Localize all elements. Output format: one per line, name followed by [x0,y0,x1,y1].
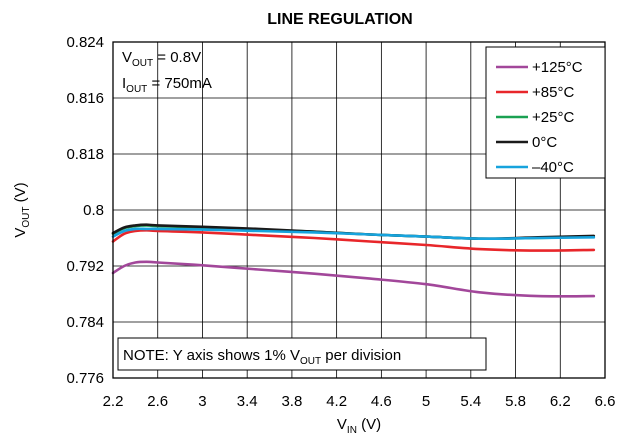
vout-annotation-rest: = 0.8V [153,49,201,66]
x-tick-label: 3.4 [237,393,258,410]
y-axis-label: VOUT (V) [12,182,32,237]
legend-label: +25°C [532,109,574,126]
legend-label: +85°C [532,84,574,101]
x-tick-label: 6.2 [550,393,571,410]
x-tick-label: 2.6 [147,393,168,410]
y-tick-label: 0.784 [66,314,104,331]
x-tick-label: 6.6 [595,393,616,410]
x-tick-label: 3 [198,393,206,410]
vout-annotation-sub: OUT [132,58,153,69]
vout-annotation-main: V [122,49,132,66]
legend-label: 0°C [532,134,557,151]
x-axis-label-sub: IN [347,425,357,436]
x-tick-label: 4.6 [371,393,392,410]
x-tick-label: 3.8 [281,393,302,410]
x-tick-label: 5.8 [505,393,526,410]
y-tick-label: 0.792 [66,258,104,275]
iout-annotation-sub: OUT [126,84,147,95]
legend-box [485,46,606,179]
note-text-pre: NOTE: Y axis shows 1% V [123,347,300,364]
y-axis-label-unit: (V) [12,182,29,206]
iout-annotation-main: I [122,75,126,92]
y-axis-label-main: V [12,228,29,238]
x-axis-label-main: V [337,416,347,433]
iout-annotation: IOUT = 750mA [122,75,212,95]
series-layer [111,223,596,298]
plot-frame [112,41,606,379]
y-tick-label: 0.8 [83,202,104,219]
y-tick-label: 0.818 [66,146,104,163]
series-line [111,227,596,241]
series-line [111,229,596,252]
grid-lines [113,42,605,378]
note-text-post: per division [321,347,401,364]
y-tick-labels: 0.824 0.816 0.818 0.8 0.792 0.784 0.776 [66,34,104,387]
x-axis-label-unit: (V) [357,416,381,433]
legend-label: +125°C [532,59,583,76]
x-tick-labels: 2.2 2.6 3 3.4 3.8 4.2 4.6 5 5.4 5.8 6.2 6.6 [103,393,616,410]
x-tick-label: 4.2 [326,393,347,410]
y-tick-label: 0.816 [66,90,104,107]
vout-annotation: VOUT = 0.8V [122,49,201,69]
chart-title: LINE REGULATION [267,11,412,28]
legend: +125°C +85°C +25°C 0°C –40°C [496,59,583,176]
x-tick-label: 2.2 [103,393,124,410]
x-axis-label: VIN (V) [337,416,381,436]
legend-label: –40°C [532,159,574,176]
y-tick-label: 0.776 [66,370,104,387]
x-tick-label: 5.4 [460,393,481,410]
note-text-sub: OUT [300,356,321,367]
y-axis-label-sub: OUT [21,207,32,228]
note-text: NOTE: Y axis shows 1% VOUT per division [123,347,401,367]
note-box [117,337,487,371]
y-tick-label: 0.824 [66,34,104,51]
x-tick-label: 5 [422,393,430,410]
series-line [111,260,596,298]
iout-annotation-rest: = 750mA [147,75,212,92]
